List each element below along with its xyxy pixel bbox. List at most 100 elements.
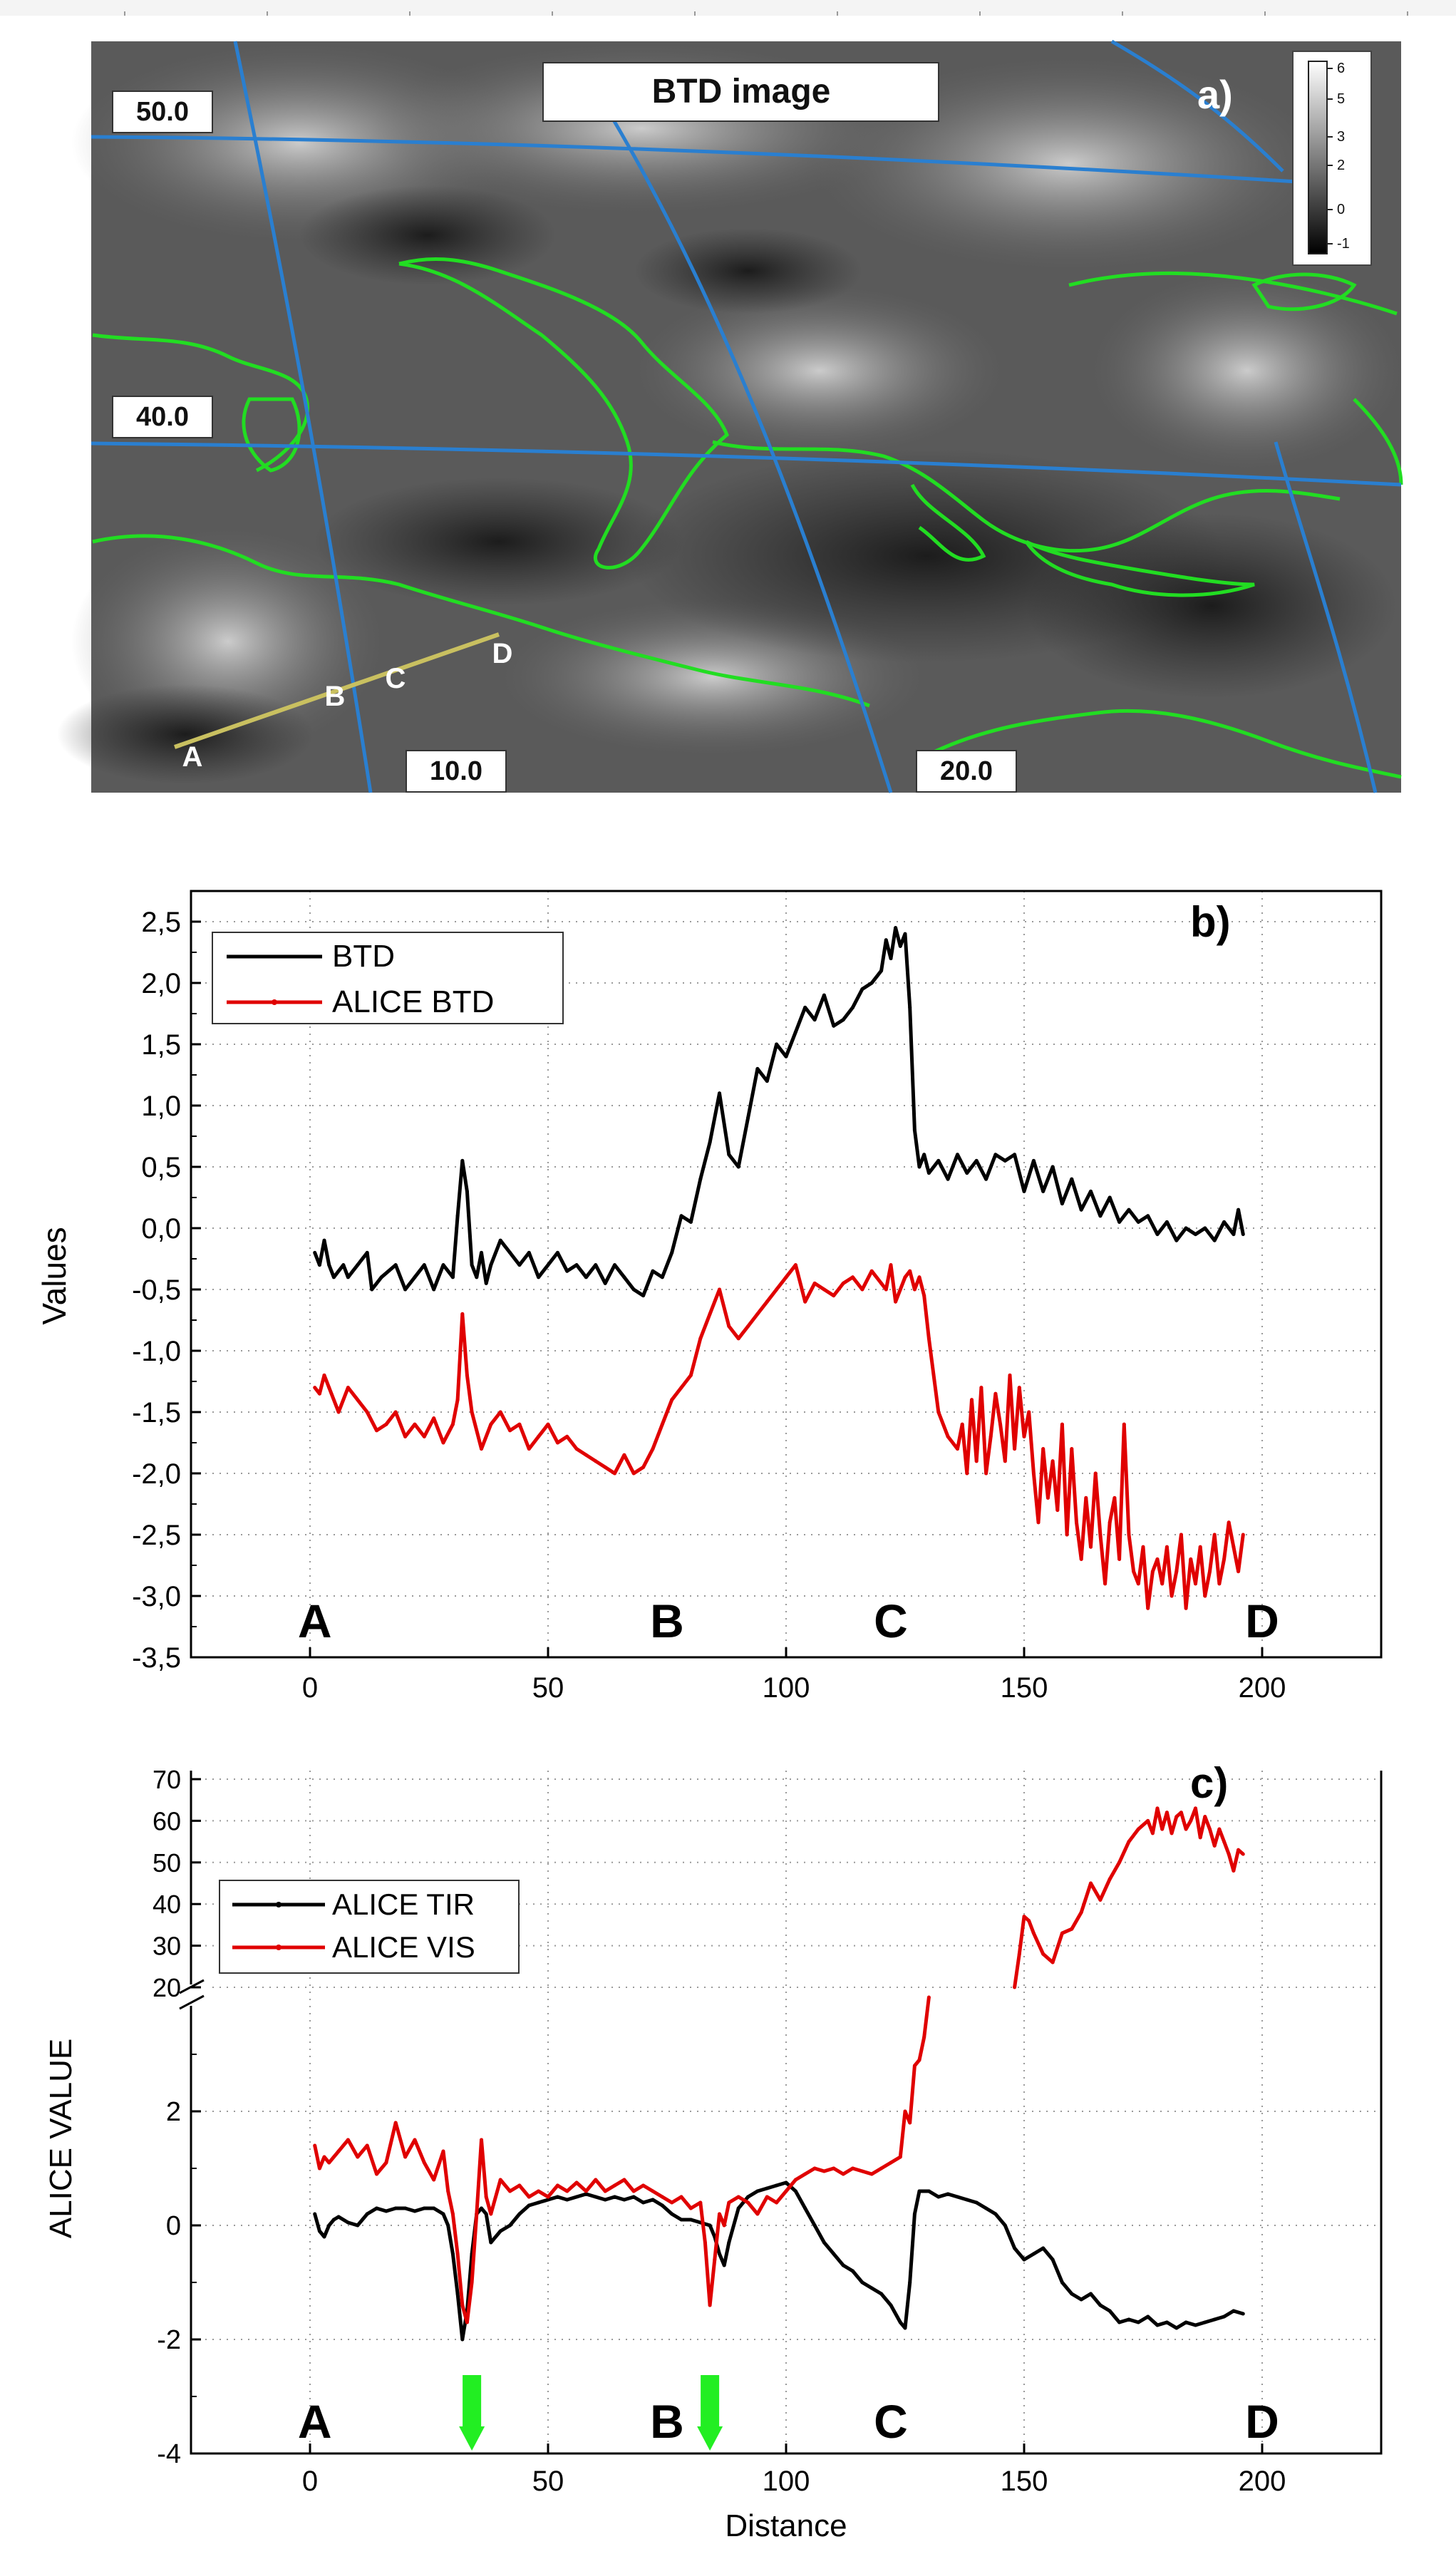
point-label-a: A — [298, 2395, 332, 2448]
data-point-alice-btd — [979, 1386, 983, 1390]
data-point-alice-btd — [960, 1422, 964, 1426]
data-point-alice-tir — [1022, 2257, 1026, 2262]
coastlines — [92, 257, 1403, 779]
data-point-alice-tir — [765, 2186, 769, 2190]
y-tick-label: 1,5 — [141, 1029, 181, 1061]
data-point-alice-tir — [403, 2206, 408, 2210]
data-point-alice-vis — [679, 2195, 683, 2199]
data-point-alice-btd — [974, 1459, 979, 1463]
data-point-btd — [346, 1275, 350, 1279]
data-point-alice-btd — [1174, 1570, 1179, 1574]
colorbar-tick-label: 2 — [1337, 158, 1345, 173]
data-point-btd — [1060, 1202, 1064, 1206]
lat-label-50: 50.0 — [112, 91, 213, 133]
data-point-alice-tir — [1184, 2320, 1188, 2324]
point-label-c: C — [874, 1595, 908, 1647]
data-point-alice-tir — [489, 2240, 493, 2245]
data-point-alice-btd — [1027, 1410, 1031, 1414]
data-point-alice-btd — [1112, 1495, 1117, 1500]
data-point-btd — [727, 1153, 731, 1157]
data-point-alice-tir — [384, 2209, 388, 2213]
data-point-btd — [546, 1263, 550, 1267]
panel-label-a: a) — [1197, 72, 1233, 117]
data-point-alice-tir — [450, 2252, 455, 2256]
data-point-alice-btd — [803, 1299, 807, 1304]
data-point-alice-vis — [565, 2189, 569, 2193]
data-point-alice-vis-upper — [1060, 1931, 1064, 1935]
data-point-alice-vis — [879, 2166, 884, 2170]
data-point-alice-btd — [998, 1422, 1003, 1426]
data-point-alice-vis-upper — [1222, 1840, 1227, 1844]
data-point-btd — [1089, 1189, 1093, 1193]
data-point-btd — [1174, 1238, 1179, 1242]
data-point-alice-vis-upper — [1208, 1827, 1212, 1831]
data-point-alice-btd — [465, 1373, 469, 1377]
data-point-alice-vis — [793, 2178, 797, 2182]
x-tick-label: 50 — [532, 1672, 564, 1704]
data-point-btd — [460, 1158, 465, 1163]
svg-text:20.0: 20.0 — [940, 756, 993, 786]
data-point-alice-tir — [869, 2286, 874, 2290]
data-point-alice-btd — [1045, 1495, 1050, 1500]
data-point-alice-vis — [441, 2149, 445, 2153]
data-point-alice-tir — [889, 2303, 893, 2307]
data-point-alice-btd — [708, 1312, 712, 1316]
transect-point-labels: A B C D — [182, 638, 513, 773]
data-point-btd — [1212, 1238, 1217, 1242]
y-tick-label: -1,5 — [132, 1397, 181, 1428]
transect-line — [174, 632, 500, 749]
data-point-alice-btd — [1212, 1533, 1217, 1537]
data-point-btd — [832, 1024, 836, 1028]
legend-c-label-vis: ALICE VIS — [332, 1930, 475, 1964]
data-point-alice-tir — [422, 2206, 426, 2210]
data-point-alice-btd — [917, 1275, 921, 1279]
data-point-btd — [736, 1165, 740, 1169]
data-point-alice-btd — [926, 1337, 931, 1341]
data-point-btd — [917, 1165, 921, 1169]
y-tick-label: 2,0 — [141, 968, 181, 999]
data-point-alice-vis-upper — [1179, 1811, 1183, 1815]
data-point-alice-tir — [603, 2198, 607, 2202]
data-point-btd — [1022, 1189, 1026, 1193]
data-point-alice-vis — [660, 2195, 664, 2199]
data-point-alice-vis — [917, 2058, 921, 2062]
data-point-alice-vis-upper — [1127, 1840, 1131, 1844]
data-point-alice-vis — [403, 2155, 408, 2159]
data-point-btd — [822, 993, 826, 997]
point-label-b: B — [650, 1595, 684, 1647]
data-point-btd — [422, 1263, 426, 1267]
data-point-alice-vis-upper — [1236, 1848, 1241, 1852]
data-point-alice-tir — [1222, 2314, 1227, 2319]
x-tick-label: 200 — [1239, 1672, 1286, 1704]
data-point-btd — [670, 1250, 674, 1255]
data-point-alice-vis — [670, 2200, 674, 2205]
data-point-alice-vis-upper — [1189, 1818, 1193, 1823]
data-point-btd — [465, 1189, 469, 1193]
data-point-btd — [1031, 1158, 1036, 1163]
data-point-alice-btd — [898, 1287, 902, 1292]
data-point-alice-tir — [1070, 2292, 1074, 2296]
data-point-alice-tir — [1174, 2326, 1179, 2330]
data-point-alice-vis — [708, 2303, 712, 2307]
data-point-alice-vis-upper — [1027, 1919, 1031, 1923]
axis-break-marks — [178, 1979, 207, 2010]
y-tick-label: 60 — [153, 1806, 181, 1835]
data-point-alice-tir — [641, 2200, 646, 2205]
data-point-btd — [765, 1079, 769, 1083]
data-point-alice-btd — [455, 1398, 460, 1402]
data-point-alice-btd — [1098, 1533, 1103, 1537]
data-point-alice-vis-upper — [1013, 1985, 1017, 1989]
panel-label-b: b) — [1190, 898, 1231, 946]
data-point-alice-btd — [480, 1447, 483, 1451]
data-point-alice-tir — [946, 2192, 950, 2196]
data-point-alice-vis — [860, 2169, 864, 2173]
data-point-alice-vis — [922, 2035, 926, 2039]
data-point-alice-btd — [988, 1434, 993, 1438]
data-point-alice-btd — [1079, 1557, 1083, 1561]
data-point-alice-tir — [1203, 2320, 1207, 2324]
svg-text:50.0: 50.0 — [136, 97, 189, 127]
data-point-alice-btd — [317, 1391, 321, 1396]
data-point-alice-vis-upper — [1198, 1835, 1202, 1840]
data-point-btd — [555, 1250, 559, 1255]
data-point-alice-btd — [356, 1398, 360, 1402]
